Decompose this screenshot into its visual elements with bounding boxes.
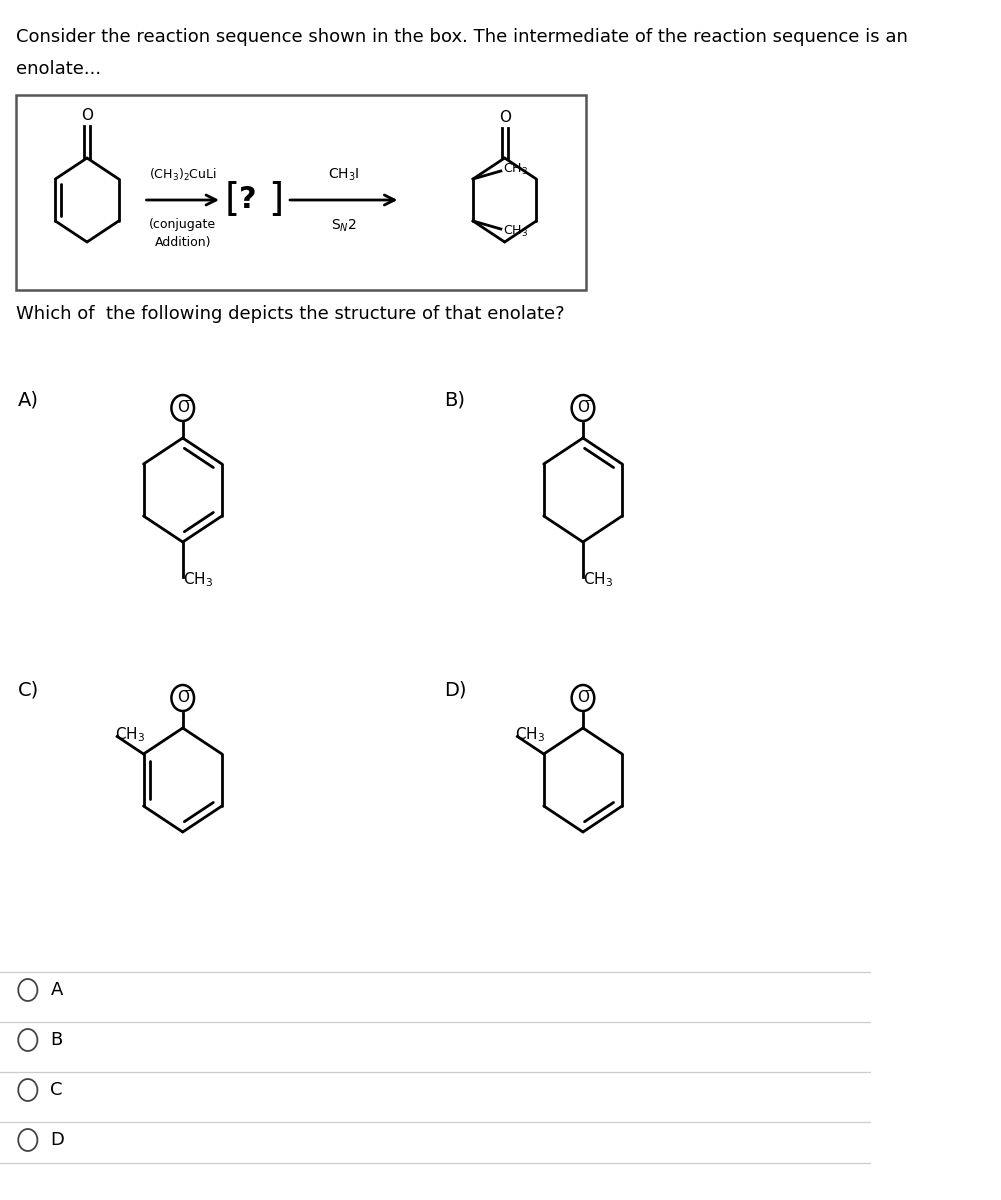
Text: A: A (50, 982, 63, 998)
Text: D): D) (443, 680, 466, 698)
Text: CH$_3$: CH$_3$ (504, 223, 529, 239)
Text: CH$_3$: CH$_3$ (115, 726, 145, 744)
Text: S$_N$2: S$_N$2 (330, 218, 356, 234)
Text: D: D (50, 1130, 64, 1150)
Text: CH$_3$I: CH$_3$I (328, 167, 359, 182)
Text: O: O (577, 401, 589, 415)
Text: C): C) (17, 680, 39, 698)
Text: CH$_3$: CH$_3$ (183, 571, 213, 589)
Text: O: O (177, 401, 189, 415)
Text: −: − (585, 686, 594, 696)
Text: ?: ? (239, 186, 257, 215)
Text: −: − (184, 686, 193, 696)
Text: CH$_3$: CH$_3$ (583, 571, 613, 589)
Text: Which of  the following depicts the structure of that enolate?: Which of the following depicts the struc… (16, 305, 565, 323)
Text: −: − (184, 396, 193, 406)
Text: O: O (177, 690, 189, 706)
Text: CH$_3$: CH$_3$ (504, 162, 529, 176)
Text: (conjugate: (conjugate (149, 218, 216, 230)
Text: C: C (50, 1081, 63, 1099)
Text: O: O (81, 108, 93, 124)
Text: O: O (577, 690, 589, 706)
Text: B): B) (443, 390, 464, 409)
Text: B: B (50, 1031, 63, 1049)
Text: Consider the reaction sequence shown in the box. The intermediate of the reactio: Consider the reaction sequence shown in … (16, 28, 908, 46)
Text: Addition): Addition) (154, 236, 211, 248)
Text: O: O (499, 110, 512, 126)
Text: CH$_3$: CH$_3$ (516, 726, 546, 744)
Text: −: − (585, 396, 594, 406)
Text: (CH$_3$)$_2$CuLi: (CH$_3$)$_2$CuLi (149, 167, 216, 182)
Text: A): A) (17, 390, 38, 409)
Text: ]: ] (268, 181, 283, 218)
Text: [: [ (224, 181, 239, 218)
Bar (16, 95, 586, 290)
Text: enolate...: enolate... (16, 60, 101, 78)
